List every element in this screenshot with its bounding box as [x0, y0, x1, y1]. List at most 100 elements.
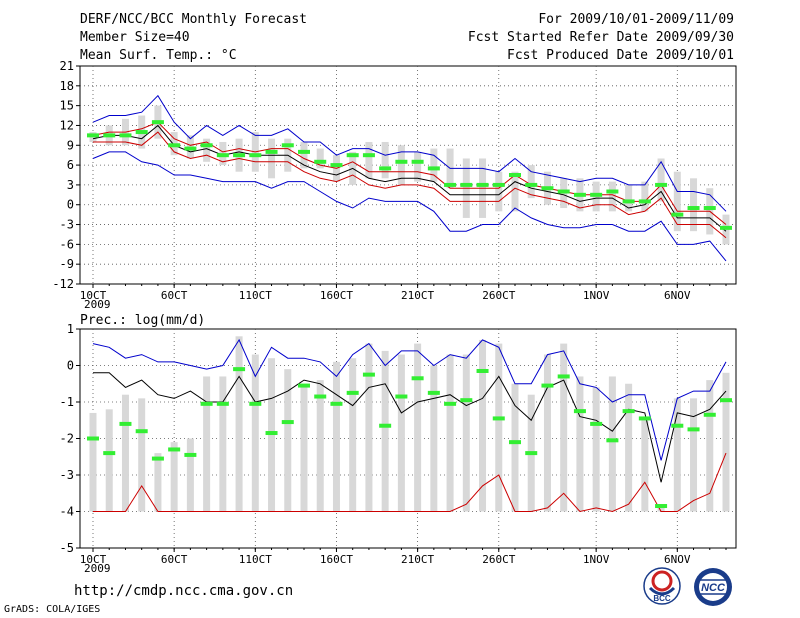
- green-marker: [687, 206, 700, 211]
- y-tick-label: -6: [60, 237, 74, 251]
- x-tick-label: 260CT: [482, 289, 515, 302]
- green-marker: [444, 182, 457, 187]
- green-marker: [379, 166, 392, 171]
- spread-bar: [235, 336, 243, 512]
- green-marker: [298, 149, 310, 154]
- green-marker: [200, 401, 213, 406]
- ncc-logo-text: NCC: [701, 582, 726, 594]
- y-tick-label: -3: [60, 218, 74, 232]
- spread-bar: [251, 354, 259, 512]
- x-tick-label: 6NOV: [664, 553, 691, 566]
- green-marker: [184, 146, 197, 151]
- green-marker: [525, 182, 538, 187]
- forecast-produced-date: Fcst Produced Date 2009/10/01: [507, 48, 734, 63]
- green-marker: [573, 192, 586, 197]
- green-marker: [703, 412, 716, 417]
- lower-bound-line: [92, 151, 727, 262]
- green-marker: [687, 427, 700, 432]
- green-marker: [557, 374, 570, 379]
- x-tick-label: 1NOV: [583, 289, 610, 302]
- spread-bar: [543, 354, 551, 512]
- green-marker: [411, 159, 424, 164]
- green-marker: [135, 130, 148, 135]
- green-marker: [362, 153, 375, 158]
- spread-bar: [430, 365, 438, 512]
- green-marker: [249, 153, 262, 158]
- green-marker: [281, 143, 294, 148]
- spread-bar: [722, 372, 730, 512]
- red-lower-line: [93, 131, 727, 239]
- y-tick-label: 21: [60, 59, 74, 73]
- green-marker: [622, 199, 635, 204]
- y-tick-label: -4: [60, 505, 74, 519]
- spread-bar: [121, 394, 129, 512]
- forecast-started-date: Fcst Started Refer Date 2009/09/30: [467, 30, 734, 45]
- green-marker: [573, 409, 586, 414]
- spread-bar: [706, 380, 714, 512]
- chart-title: DERF/NCC/BCC Monthly Forecast: [80, 12, 307, 27]
- spread-bar: [381, 350, 389, 512]
- green-marker: [168, 447, 181, 452]
- green-marker: [103, 133, 116, 138]
- y-tick-label: 9: [67, 138, 74, 152]
- green-marker: [655, 182, 668, 187]
- green-marker: [606, 189, 619, 194]
- spread-bar: [316, 380, 324, 512]
- red-line: [93, 452, 727, 513]
- x-tick-label: 1NOV: [583, 553, 610, 566]
- green-marker: [362, 372, 375, 377]
- green-marker: [557, 189, 570, 194]
- green-marker: [622, 409, 635, 414]
- green-marker: [119, 421, 132, 426]
- x-tick-label: 110CT: [239, 553, 272, 566]
- y-tick-label: 0: [67, 198, 74, 212]
- green-marker: [671, 423, 684, 428]
- spread-bar: [430, 148, 438, 182]
- green-marker: [655, 504, 668, 509]
- green-marker: [395, 394, 408, 399]
- spread-bar: [284, 369, 292, 512]
- spread-bar: [203, 138, 211, 162]
- x-tick-label: 210CT: [401, 289, 434, 302]
- x-tick-label: 60CT: [161, 289, 188, 302]
- green-marker: [87, 133, 99, 138]
- green-marker: [492, 182, 505, 187]
- spread-bar: [641, 420, 649, 512]
- green-marker: [460, 398, 473, 403]
- spread-bar: [608, 181, 616, 212]
- y-tick-label: 18: [60, 79, 74, 93]
- x-tick-label: 60CT: [161, 553, 188, 566]
- x-tick-label: 160CT: [320, 553, 353, 566]
- spread-bar: [414, 343, 422, 512]
- spread-bar: [105, 409, 113, 512]
- bcc-logo-text: BCC: [653, 594, 671, 603]
- green-marker: [606, 438, 619, 443]
- spread-bar: [186, 438, 194, 512]
- spread-bar: [138, 398, 146, 512]
- grads-credit: GrADS: COLA/IGES: [4, 604, 101, 615]
- spread-bar: [690, 398, 698, 512]
- ensemble-mean-line: [92, 124, 727, 232]
- green-marker: [151, 120, 164, 125]
- y-tick-label: -2: [60, 432, 74, 446]
- bcc-logo: BCC: [643, 567, 681, 605]
- spread-bar: [495, 171, 503, 212]
- green-marker: [168, 143, 181, 148]
- y-tick-label: 15: [60, 99, 74, 113]
- green-marker: [395, 159, 408, 164]
- y-tick-label: -5: [60, 541, 74, 555]
- source-url[interactable]: http://cmdp.ncc.cma.gov.cn: [74, 583, 294, 599]
- y-tick-label: 1: [67, 322, 74, 336]
- spread-bar: [381, 141, 389, 179]
- y-tick-label: -3: [60, 468, 74, 482]
- spread-bar: [673, 171, 681, 232]
- green-marker: [298, 383, 310, 388]
- green-marker: [330, 163, 343, 168]
- green-marker: [541, 383, 554, 388]
- green-marker: [703, 206, 716, 211]
- spread-bar: [495, 343, 503, 512]
- spread-bar: [170, 442, 178, 512]
- spread-bar: [527, 165, 535, 199]
